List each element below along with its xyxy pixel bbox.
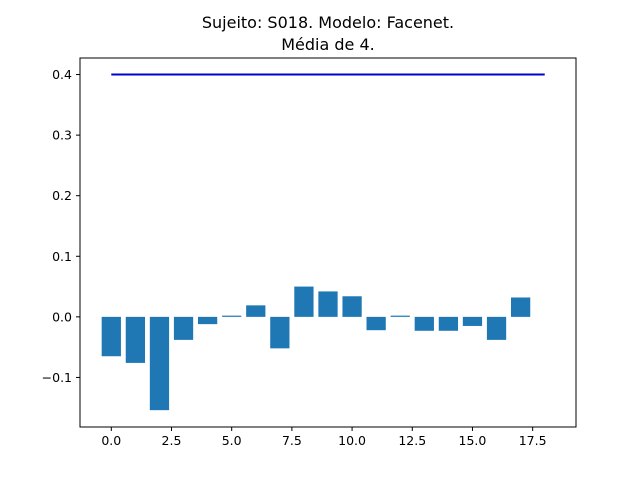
bar-11 — [366, 316, 386, 331]
bar-4 — [197, 316, 218, 325]
plot-area-frame — [79, 57, 577, 428]
x-tick-label-1: 2.5 — [162, 433, 182, 448]
bar-series — [101, 286, 531, 411]
bar-3 — [173, 316, 194, 340]
bar-9 — [318, 291, 338, 317]
y-tick-label-3: 0.2 — [52, 188, 72, 203]
x-tick-label-0: 0.0 — [101, 433, 121, 448]
x-axis-ticks: 0.0 2.5 5.0 7.5 10.0 12.5 15.0 17.5 — [101, 427, 547, 448]
y-tick-label-1: 0.0 — [52, 309, 72, 324]
x-tick-label-3: 7.5 — [282, 433, 302, 448]
chart-title-line-1: Sujeito: S018. Modelo: Facenet. — [202, 13, 454, 32]
x-tick-label-4: 10.0 — [338, 433, 366, 448]
y-tick-label-4: 0.3 — [52, 128, 72, 143]
y-tick-label-5: 0.4 — [52, 67, 72, 82]
bar-13 — [414, 316, 434, 331]
bar-7 — [270, 316, 290, 349]
bar-8 — [294, 286, 314, 317]
x-tick-label-6: 15.0 — [459, 433, 487, 448]
bar-5 — [222, 315, 242, 317]
x-tick-label-2: 5.0 — [222, 433, 242, 448]
bar-1 — [125, 316, 146, 363]
y-tick-label-0: −0.1 — [42, 370, 72, 385]
bar-12 — [390, 315, 410, 317]
bar-0 — [101, 316, 121, 357]
bar-17 — [510, 297, 531, 317]
chart-title-line-2: Média de 4. — [281, 35, 375, 54]
x-tick-label-5: 12.5 — [398, 433, 426, 448]
y-tick-label-2: 0.1 — [52, 249, 72, 264]
bar-16 — [486, 316, 507, 340]
y-axis-ticks: −0.1 0.0 0.1 0.2 0.3 0.4 — [42, 67, 80, 385]
bar-2 — [149, 316, 170, 411]
x-tick-label-7: 17.5 — [519, 433, 547, 448]
bar-14 — [438, 316, 459, 331]
bar-15 — [462, 316, 483, 326]
bar-6 — [246, 305, 266, 317]
chart-title: Sujeito: S018. Modelo: Facenet. Média de… — [202, 13, 454, 54]
bar-10 — [342, 296, 362, 317]
